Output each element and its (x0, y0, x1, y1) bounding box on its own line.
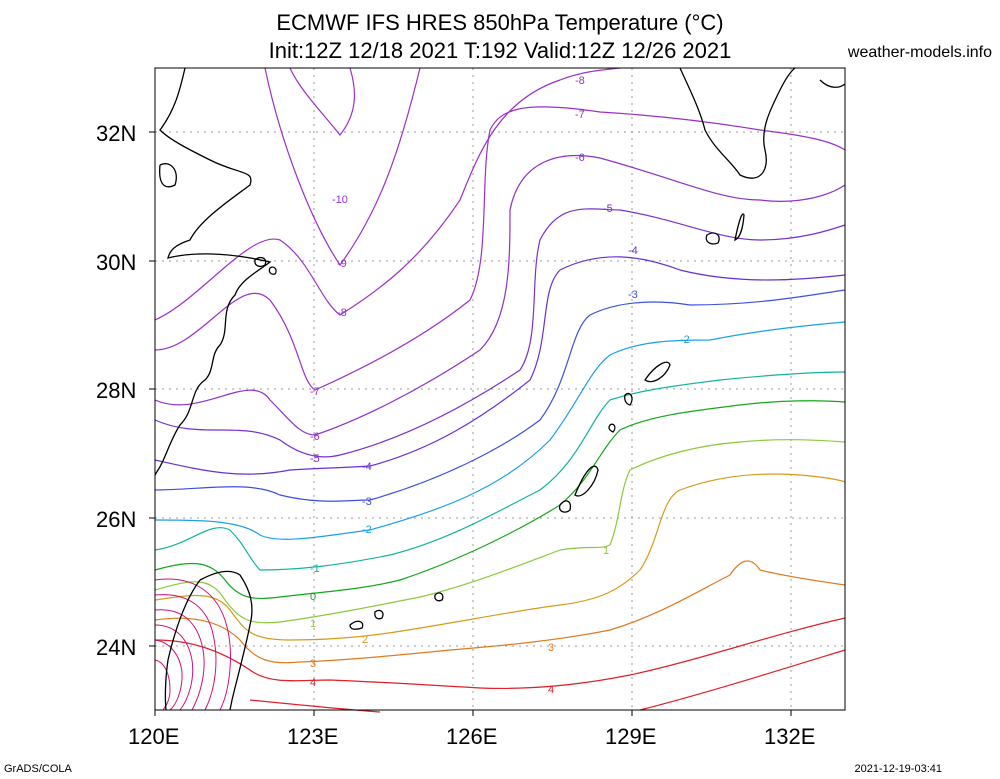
contour-label: -8 (575, 75, 585, 87)
contour-label: -7 (310, 386, 320, 398)
lat-label: 30N (96, 250, 136, 275)
lat-label: 32N (96, 121, 136, 146)
isotherm-5 (249, 649, 846, 713)
miyako-island (434, 592, 444, 602)
contour-label: 3 (548, 642, 554, 654)
isotherm-1 (154, 439, 846, 624)
contour-label: -3 (628, 289, 638, 301)
amami-island (644, 361, 671, 383)
isotherm-minus8 (154, 67, 621, 321)
map-grid (155, 68, 845, 710)
contour-label: -2 (680, 334, 690, 346)
hangzhou-bay (159, 163, 177, 188)
contour-label: -8 (337, 307, 347, 319)
kyushu-coast (679, 67, 796, 179)
yakushima (705, 232, 720, 245)
lon-label: 132E (764, 724, 815, 749)
isotherm-minus7 (154, 106, 846, 391)
map-subtitle: Init:12Z 12/18 2021 T:192 Valid:12Z 12/2… (268, 38, 732, 63)
contour-label: -3 (362, 496, 372, 508)
tick-marks (149, 131, 792, 716)
lon-label: 126E (446, 724, 497, 749)
generated-timestamp: 2021-12-19-03:41 (854, 763, 942, 775)
contour-labels: -10 -9 -8 -7 -6 -5 -4 -3 -2 -1 0 1 2 3 4… (310, 75, 690, 696)
ryukyu-okinawa (574, 465, 599, 497)
ryukyu-small-1 (559, 500, 571, 513)
isotherm-minus10 (289, 67, 356, 136)
contour-label: -10 (332, 194, 348, 206)
lat-label: 24N (96, 635, 136, 660)
map-title: ECMWF IFS HRES 850hPa Temperature (°C) (276, 10, 724, 35)
contour-label: -6 (575, 152, 585, 164)
software-credit: GrADS/COLA (4, 763, 72, 775)
isotherm-4 (154, 617, 846, 690)
tanegashima (734, 213, 745, 242)
isotherm-0 (154, 400, 846, 599)
contour-label: 4 (548, 684, 554, 696)
zhoushan-islands (254, 256, 277, 275)
shikoku-coast (819, 79, 846, 88)
isotherm-minus3 (154, 289, 846, 502)
contour-label: -6 (310, 431, 320, 443)
isotherm-2 (154, 473, 846, 641)
isotherm-minus9 (264, 67, 421, 267)
isotherm-minus5 (154, 208, 846, 458)
contour-label: -2 (362, 524, 372, 536)
contour-label: 4 (310, 677, 316, 689)
lat-label: 28N (96, 378, 136, 403)
contour-label: -4 (362, 461, 372, 473)
lat-label: 26N (96, 507, 136, 532)
isotherm-minus4 (154, 256, 846, 475)
warm-core (154, 578, 231, 711)
lon-label: 129E (605, 724, 656, 749)
china-coast (154, 67, 272, 476)
contour-label: -5 (310, 453, 320, 465)
tokara-islands (608, 392, 633, 433)
contour-label: 1 (603, 545, 609, 557)
contour-label: 0 (310, 591, 316, 603)
contour-label: 3 (310, 658, 316, 670)
contour-label: 1 (310, 618, 316, 630)
contour-label: 2 (362, 634, 368, 646)
isotherm-minus1 (154, 371, 846, 571)
contour-label: -5 (603, 203, 613, 215)
isotherms (154, 67, 846, 713)
taiwan-coast (164, 570, 253, 711)
contour-label: -7 (575, 109, 585, 121)
latitude-labels: 32N 30N 28N 26N 24N (96, 121, 136, 660)
isotherm-minus6 (154, 155, 846, 436)
site-credit: weather-models.info (847, 44, 992, 61)
lon-label: 123E (287, 724, 338, 749)
isotherm-minus2 (154, 321, 846, 540)
lon-label: 120E (128, 724, 179, 749)
isotherm-3 (154, 560, 846, 664)
contour-label: -9 (337, 258, 347, 270)
coastlines (154, 67, 846, 711)
longitude-labels: 120E 123E 126E 129E 132E (128, 724, 815, 749)
contour-label: -4 (628, 245, 638, 257)
contour-label: -1 (310, 563, 320, 575)
yaeyama-islands (349, 609, 384, 630)
